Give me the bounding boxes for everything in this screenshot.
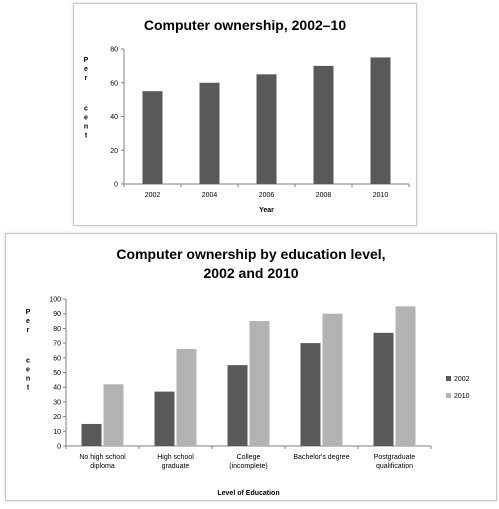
y-tick-label: 100 — [49, 297, 61, 304]
bar-2006 — [256, 74, 277, 184]
chart-year-svg: Computer ownership, 2002–10 0 20 40 60 80 2002… — [84, 17, 410, 214]
x-tick-label: No high school — [79, 454, 126, 461]
bar-2010-4 — [395, 306, 416, 446]
x-tick-label: College — [237, 454, 261, 461]
x-tick-label: Bachelor's degree — [293, 454, 349, 461]
x-tick-label: High school — [157, 454, 194, 461]
bar-2002-3 — [300, 343, 321, 446]
y-tick-label: 20 — [110, 148, 118, 155]
bar-2002-0 — [81, 423, 102, 446]
x-tick-label: graduate — [162, 463, 190, 470]
x-tick-label: 2004 — [202, 192, 218, 199]
y-tick-label: 30 — [53, 399, 61, 406]
bar-2002-4 — [373, 332, 394, 446]
y-tick-label: 40 — [110, 114, 118, 121]
chart-panel-year: Computer ownership, 2002–10 0 20 40 60 80 2002… — [73, 3, 417, 226]
y-tick-label: 90 — [53, 311, 61, 318]
bar-2002 — [142, 91, 163, 184]
chart-title-line1: Computer ownership by education level, — [116, 246, 385, 262]
y-tick-label: 50 — [53, 370, 61, 377]
bar-2010-2 — [249, 321, 270, 446]
x-tick-label: 2010 — [373, 192, 389, 199]
x-axis-title: Year — [259, 207, 274, 214]
y-tick-label: 80 — [53, 326, 61, 333]
y-tick-label: 0 — [114, 182, 118, 189]
bar-2002-1 — [154, 391, 175, 446]
chart-title-line2: 2002 and 2010 — [204, 265, 299, 281]
chart-title: Computer ownership, 2002–10 — [144, 17, 347, 33]
bar-2004 — [199, 82, 220, 184]
x-tick-label: 2002 — [145, 192, 161, 199]
x-tick-label: 2008 — [316, 192, 332, 199]
x-tick-label: diploma — [90, 463, 115, 470]
bar-2010-0 — [103, 384, 124, 446]
x-tick-label: (incomplete) — [229, 463, 268, 470]
legend-swatch-2002 — [446, 376, 451, 381]
x-tick-label: 2006 — [259, 192, 275, 199]
y-tick-label: 80 — [110, 47, 118, 54]
bar-2002-2 — [227, 365, 248, 446]
bar-2010-3 — [322, 313, 343, 446]
legend-swatch-2010 — [446, 393, 451, 398]
chart-education-svg: Computer ownership by education level, 20… — [26, 246, 470, 497]
y-tick-label: 20 — [53, 414, 61, 421]
bar-2008 — [313, 65, 334, 184]
y-tick-label: 70 — [53, 341, 61, 348]
y-tick-label: 40 — [53, 385, 61, 392]
legend-label: 2002 — [454, 376, 470, 383]
x-axis-title: Level of Education — [217, 490, 279, 497]
y-tick-label: 60 — [53, 355, 61, 362]
y-tick-label: 10 — [53, 429, 61, 436]
x-tick-label: qualification — [376, 463, 413, 470]
y-tick-label: 0 — [57, 444, 61, 451]
bar-2010-1 — [176, 348, 197, 446]
y-tick-label: 60 — [110, 80, 118, 87]
chart-panel-education: Computer ownership by education level, 20… — [5, 233, 497, 501]
legend-label: 2010 — [454, 393, 470, 400]
x-tick-label: Postgraduate — [374, 454, 416, 461]
bar-2010 — [370, 57, 391, 184]
